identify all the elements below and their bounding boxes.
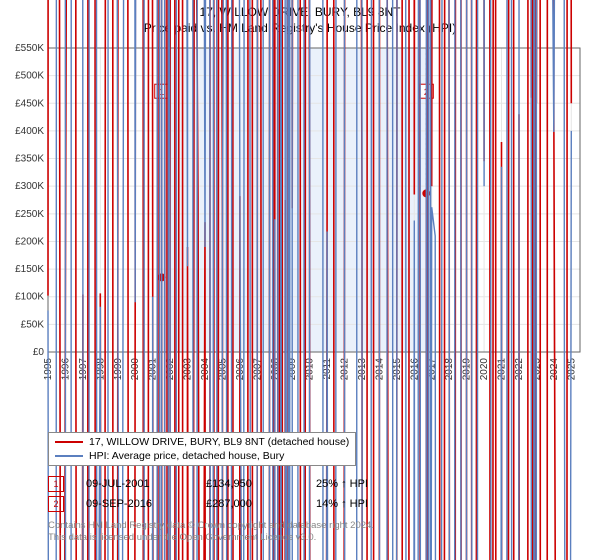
sales-table: 1 09-JUL-2001£134,95025% ↑ HPI 2 09-SEP-201… xyxy=(48,474,406,514)
svg-text:2025: 2025 xyxy=(566,358,577,381)
svg-text:£0: £0 xyxy=(33,347,45,358)
svg-text:£200K: £200K xyxy=(15,236,44,247)
footer-line-1: Contains HM Land Registry data © Crown c… xyxy=(48,520,374,532)
svg-text:£350K: £350K xyxy=(15,154,44,165)
legend-row: 17, WILLOW DRIVE, BURY, BL9 8NT (detache… xyxy=(55,436,349,448)
svg-text:£100K: £100K xyxy=(15,292,44,303)
sale-marker: 1 xyxy=(48,476,64,492)
svg-text:£50K: £50K xyxy=(21,319,45,330)
chart-container: 17, WILLOW DRIVE, BURY, BL9 8NT Price pa… xyxy=(0,0,600,560)
svg-text:£450K: £450K xyxy=(15,98,44,109)
sale-diff: 14% ↑ HPI xyxy=(316,498,406,510)
svg-text:£250K: £250K xyxy=(15,209,44,220)
svg-text:2020: 2020 xyxy=(479,358,490,381)
sale-date: 09-JUL-2001 xyxy=(86,478,206,490)
sale-diff: 25% ↑ HPI xyxy=(316,478,406,490)
sale-price: £287,000 xyxy=(206,498,316,510)
chart-svg: £0£50K£100K£150K£200K£250K£300K£350K£400… xyxy=(48,44,584,394)
sale-price: £134,950 xyxy=(206,478,316,490)
chart-area: £0£50K£100K£150K£200K£250K£300K£350K£400… xyxy=(48,44,584,394)
svg-text:£550K: £550K xyxy=(15,43,44,54)
sale-row: 1 09-JUL-2001£134,95025% ↑ HPI xyxy=(48,474,406,494)
footer-line-2: This data is licensed under the Open Gov… xyxy=(48,532,374,544)
sale-row: 2 09-SEP-2016£287,00014% ↑ HPI xyxy=(48,494,406,514)
legend-label: HPI: Average price, detached house, Bury xyxy=(89,450,284,462)
legend-swatch xyxy=(55,455,83,457)
footer-attribution: Contains HM Land Registry data © Crown c… xyxy=(48,520,374,544)
legend: 17, WILLOW DRIVE, BURY, BL9 8NT (detache… xyxy=(48,432,356,466)
sale-date: 09-SEP-2016 xyxy=(86,498,206,510)
legend-row: HPI: Average price, detached house, Bury xyxy=(55,450,349,462)
svg-text:£500K: £500K xyxy=(15,71,44,82)
svg-text:£150K: £150K xyxy=(15,264,44,275)
legend-swatch xyxy=(55,441,83,443)
svg-text:£300K: £300K xyxy=(15,181,44,192)
svg-text:£400K: £400K xyxy=(15,126,44,137)
legend-label: 17, WILLOW DRIVE, BURY, BL9 8NT (detache… xyxy=(89,436,349,448)
sale-marker: 2 xyxy=(48,496,64,512)
